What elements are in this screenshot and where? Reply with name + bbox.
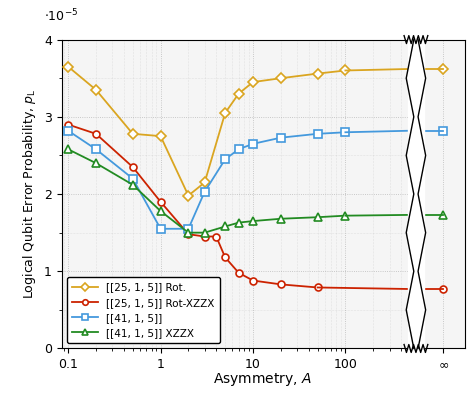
Y-axis label: Logical Qubit Error Probability, $p_\mathrm{L}$: Logical Qubit Error Probability, $p_\mat… [21, 89, 38, 299]
Text: $\cdot 10^{-5}$: $\cdot 10^{-5}$ [44, 8, 78, 24]
Text: Asymmetry, $A$: Asymmetry, $A$ [213, 371, 313, 388]
Legend: [[25, 1, 5]] Rot., [[25, 1, 5]] Rot-XZZX, [[41, 1, 5]], [[41, 1, 5]] XZZX: [[25, 1, 5]] Rot., [[25, 1, 5]] Rot-XZZX… [67, 277, 220, 343]
